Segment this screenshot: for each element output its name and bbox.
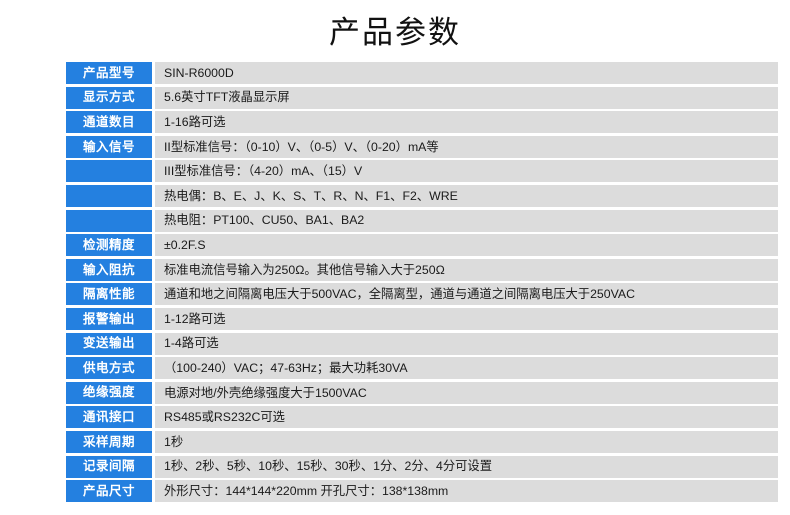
spec-label-cell: 通讯接口 [66,406,152,429]
spec-label-cell-continuation [66,209,152,232]
spec-label-cell-continuation [66,160,152,183]
spec-label-cell: 显示方式 [66,86,152,109]
table-row: 采样周期 1秒 [66,430,778,453]
table-row: 报警输出 1-12路可选 [66,307,778,330]
spec-value-cell: SIN-R6000D [155,62,778,84]
spec-value-cell: II型标准信号：（0-10）V、（0-5）V、（0-20）mA等 [155,135,778,158]
spec-value-cell: 1秒 [155,430,778,453]
table-row: 输入信号 II型标准信号：（0-10）V、（0-5）V、（0-20）mA等 [66,135,778,158]
table-row: 供电方式 （100-240）VAC；47-63Hz；最大功耗30VA [66,357,778,380]
table-row: 输入阻抗 标准电流信号输入为250Ω。其他信号输入大于250Ω [66,258,778,281]
spec-value-cell: 1-4路可选 [155,332,778,355]
spec-value-cell: ±0.2F.S [155,234,778,257]
spec-value-cell: RS485或RS232C可选 [155,406,778,429]
table-row: 通道数目 1-16路可选 [66,111,778,134]
spec-value-cell: 通道和地之间隔离电压大于500VAC，全隔离型，通道与通道之间隔离电压大于250… [155,283,778,306]
table-row: 记录间隔 1秒、2秒、5秒、10秒、15秒、30秒、1分、2分、4分可设置 [66,455,778,478]
spec-label-cell: 产品型号 [66,62,152,84]
table-row: 通讯接口 RS485或RS232C可选 [66,406,778,429]
table-row: 产品型号 SIN-R6000D [66,62,778,84]
table-row: 变送输出 1-4路可选 [66,332,778,355]
spec-value-cell: 5.6英寸TFT液晶显示屏 [155,86,778,109]
product-specification-table: 产品型号 SIN-R6000D 显示方式 5.6英寸TFT液晶显示屏 通道数目 1-16路… [66,62,778,505]
spec-value-cell: 1-12路可选 [155,307,778,330]
table-row: 绝缘强度 电源对地/外壳绝缘强度大于1500VAC [66,381,778,404]
spec-label-cell-continuation [66,184,152,207]
spec-label-cell: 隔离性能 [66,283,152,306]
spec-value-cell: （100-240）VAC；47-63Hz；最大功耗30VA [155,357,778,380]
table-row: 产品尺寸 外形尺寸：144*144*220mm 开孔尺寸：138*138mm [66,480,778,503]
spec-value-cell: III型标准信号：（4-20）mA、（15）V [155,160,778,183]
spec-label-cell: 供电方式 [66,357,152,380]
table-row: 隔离性能 通道和地之间隔离电压大于500VAC，全隔离型，通道与通道之间隔离电压大… [66,283,778,306]
spec-label-cell: 记录间隔 [66,455,152,478]
spec-label-cell: 变送输出 [66,332,152,355]
spec-value-cell: 热电阻：PT100、CU50、BA1、BA2 [155,209,778,232]
spec-label-cell: 输入信号 [66,135,152,158]
spec-value-cell: 标准电流信号输入为250Ω。其他信号输入大于250Ω [155,258,778,281]
spec-label-cell: 采样周期 [66,430,152,453]
table-row: 显示方式 5.6英寸TFT液晶显示屏 [66,86,778,109]
spec-label-cell: 通道数目 [66,111,152,134]
spec-value-cell: 热电偶：B、E、J、K、S、T、R、N、F1、F2、WRE [155,184,778,207]
spec-label-cell: 绝缘强度 [66,381,152,404]
spec-value-cell: 电源对地/外壳绝缘强度大于1500VAC [155,381,778,404]
page-title: 产品参数 [329,15,461,50]
table-row: III型标准信号：（4-20）mA、（15）V [66,160,778,183]
table-row: 检测精度 ±0.2F.S [66,234,778,257]
spec-value-cell: 1-16路可选 [155,111,778,134]
spec-label-cell: 产品尺寸 [66,480,152,503]
spec-value-cell: 外形尺寸：144*144*220mm 开孔尺寸：138*138mm [155,480,778,503]
spec-label-cell: 报警输出 [66,307,152,330]
table-row: 热电偶：B、E、J、K、S、T、R、N、F1、F2、WRE [66,184,778,207]
spec-label-cell: 输入阻抗 [66,258,152,281]
spec-value-cell: 1秒、2秒、5秒、10秒、15秒、30秒、1分、2分、4分可设置 [155,455,778,478]
table-row: 热电阻：PT100、CU50、BA1、BA2 [66,209,778,232]
spec-label-cell: 检测精度 [66,234,152,257]
